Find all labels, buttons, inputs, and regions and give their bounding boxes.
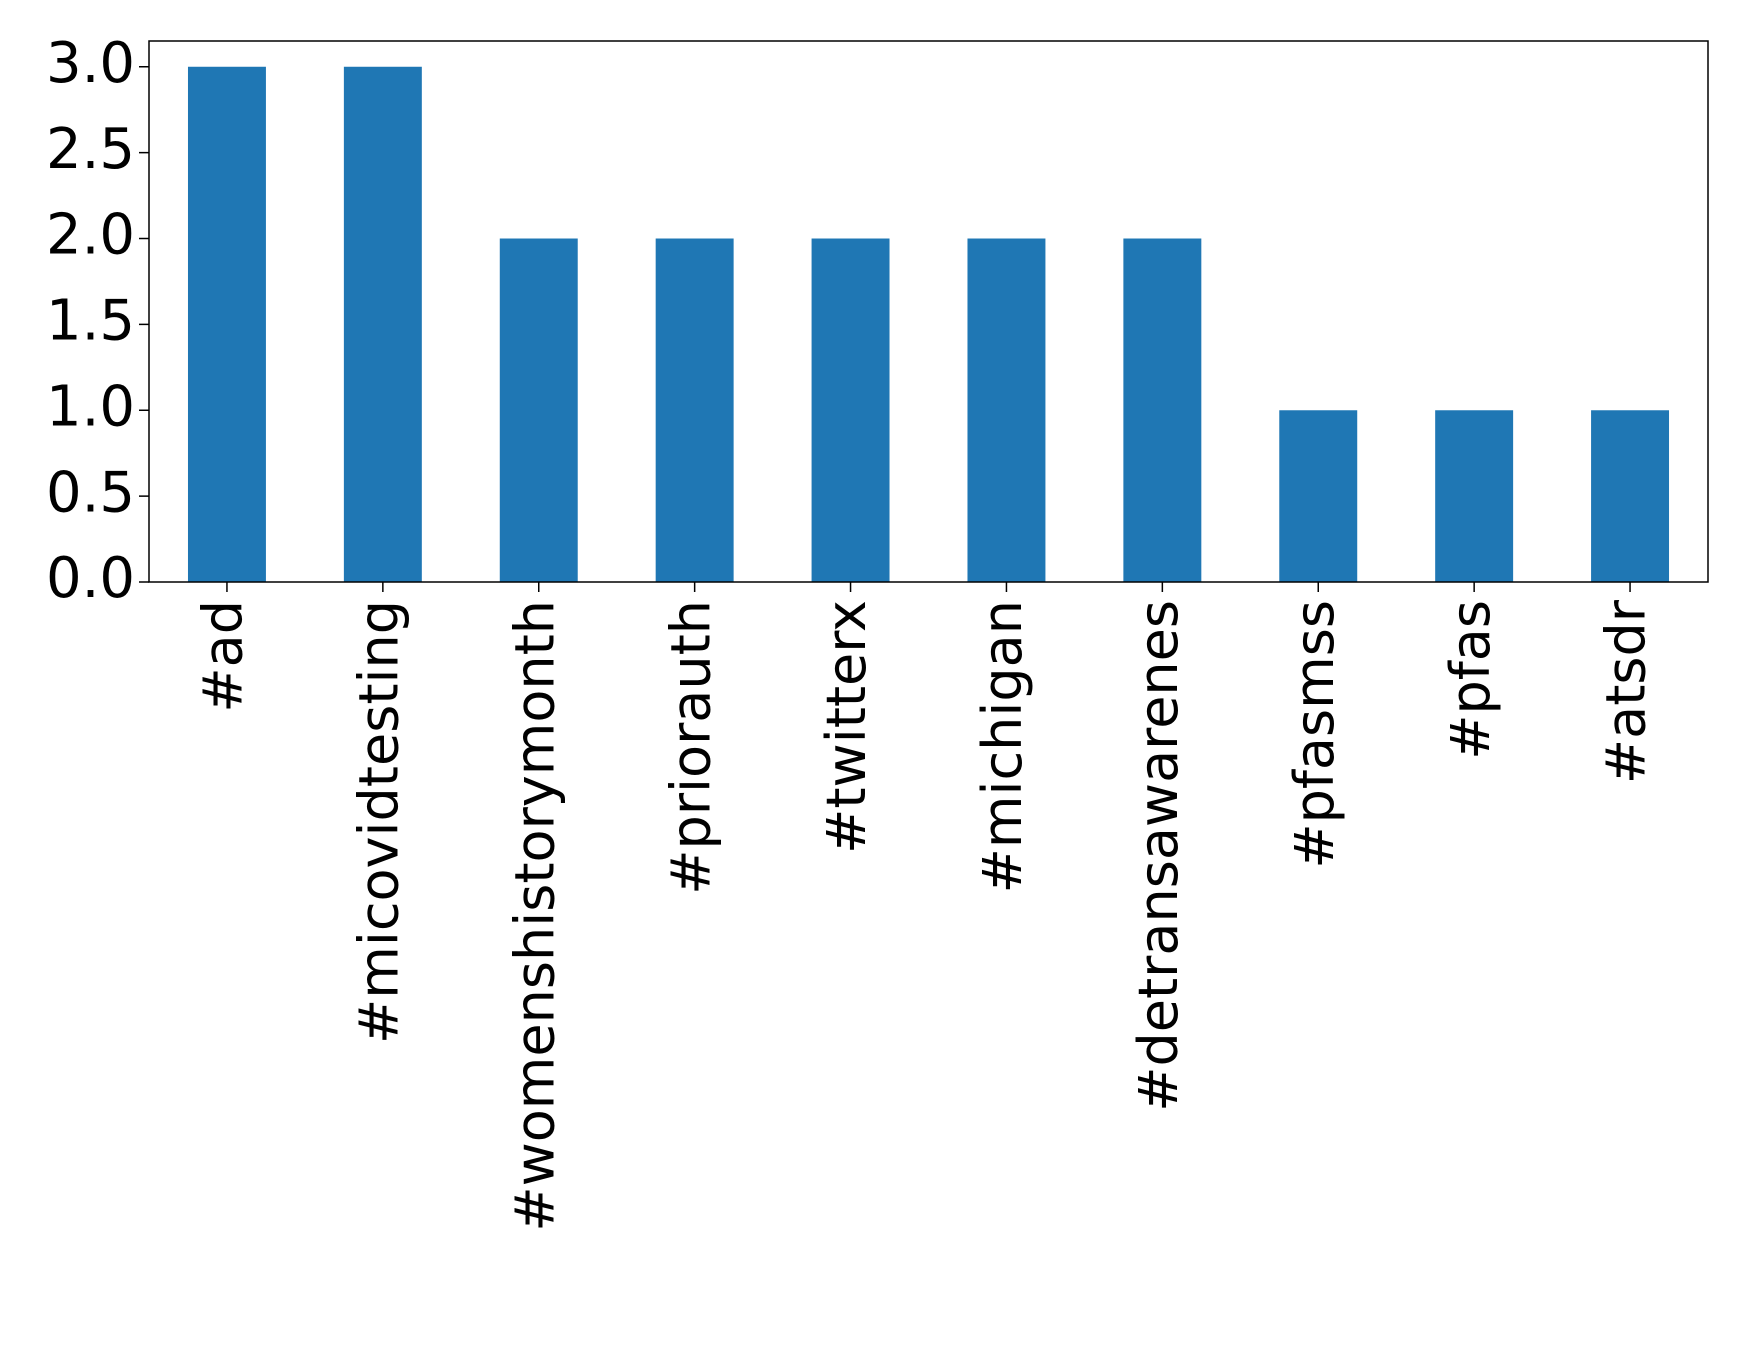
y-tick-label: 2.0 [46, 203, 135, 268]
x-tick-label: #womenshistorymonth [503, 600, 566, 1232]
bar [1591, 410, 1670, 582]
x-tick-label: #ad [192, 600, 255, 713]
y-tick-label: 0.5 [46, 460, 135, 525]
y-tick-label: 1.5 [46, 289, 135, 354]
bar [1123, 238, 1202, 582]
y-tick-label: 2.5 [46, 117, 135, 182]
bar [967, 238, 1046, 582]
x-tick-label: #micovidtesting [347, 600, 410, 1044]
x-tick-label: #priorauth [659, 600, 722, 895]
bar [1435, 410, 1514, 582]
x-tick-label: #twitterx [815, 600, 878, 854]
bar [187, 66, 266, 582]
y-tick-label: 0.0 [46, 546, 135, 611]
y-tick-label: 3.0 [46, 31, 135, 96]
x-tick-label: #detransawarenes [1127, 600, 1190, 1112]
x-tick-label: #atsdr [1595, 599, 1658, 784]
x-tick-label: #pfas [1439, 600, 1502, 760]
bar [1279, 410, 1358, 582]
x-tick-label: #michigan [971, 600, 1034, 893]
bar [811, 238, 890, 582]
plot-frame [148, 40, 1709, 583]
y-tick-label: 1.0 [46, 374, 135, 439]
bar [343, 66, 422, 582]
bar [655, 238, 734, 582]
x-tick-label: #pfasmss [1283, 600, 1346, 869]
bar [499, 238, 578, 582]
